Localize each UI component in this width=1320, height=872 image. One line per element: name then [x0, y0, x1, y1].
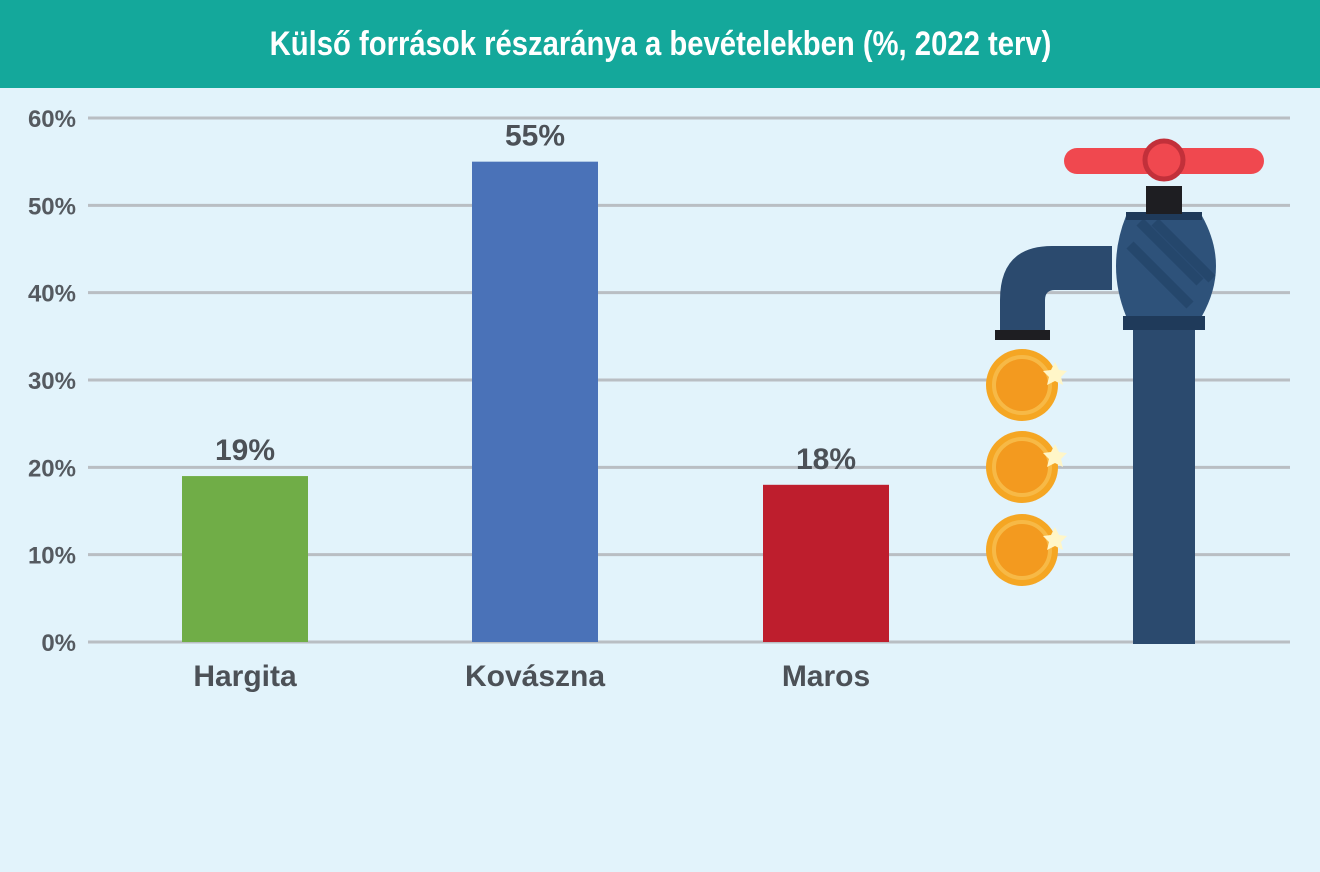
data-label: 19% [215, 434, 275, 467]
chart-title: Külső források részaránya a bevételekben… [269, 24, 1051, 63]
faucet-stem [1146, 186, 1182, 214]
bars [182, 161, 889, 642]
coin-icon [986, 514, 1067, 586]
bar [763, 484, 889, 642]
y-tick-label: 30% [28, 368, 76, 395]
category-labels: Hargita Kovászna Maros [193, 660, 870, 693]
valve-cap [1126, 212, 1202, 220]
title-bar: Külső források részaránya a bevételekben… [0, 0, 1320, 88]
data-labels: 19% 55% 18% [215, 120, 856, 476]
faucet-valve [1116, 216, 1216, 316]
data-label: 55% [505, 120, 565, 153]
y-axis-ticks: 0% 10% 20% 30% 40% 50% 60% [28, 106, 76, 657]
category-label: Kovászna [465, 660, 605, 693]
valve-stripes [1126, 218, 1216, 309]
faucet-with-coins-icon [986, 138, 1264, 644]
y-tick-label: 0% [41, 630, 76, 657]
coin-icon [986, 431, 1067, 503]
data-label: 18% [796, 443, 856, 476]
spout-tip [995, 330, 1050, 340]
bar [472, 161, 598, 642]
y-tick-label: 40% [28, 281, 76, 308]
handle-knob [1142, 138, 1186, 182]
y-tick-label: 20% [28, 455, 76, 482]
faucet-spout [1000, 246, 1112, 332]
faucet-collar [1123, 316, 1205, 330]
y-tick-label: 60% [28, 106, 76, 133]
faucet-pipe [1133, 318, 1195, 644]
y-tick-label: 10% [28, 543, 76, 570]
coin-icon [986, 349, 1067, 421]
category-label: Hargita [193, 660, 297, 693]
category-label: Maros [782, 660, 870, 693]
y-tick-label: 50% [28, 193, 76, 220]
bar [182, 476, 308, 642]
